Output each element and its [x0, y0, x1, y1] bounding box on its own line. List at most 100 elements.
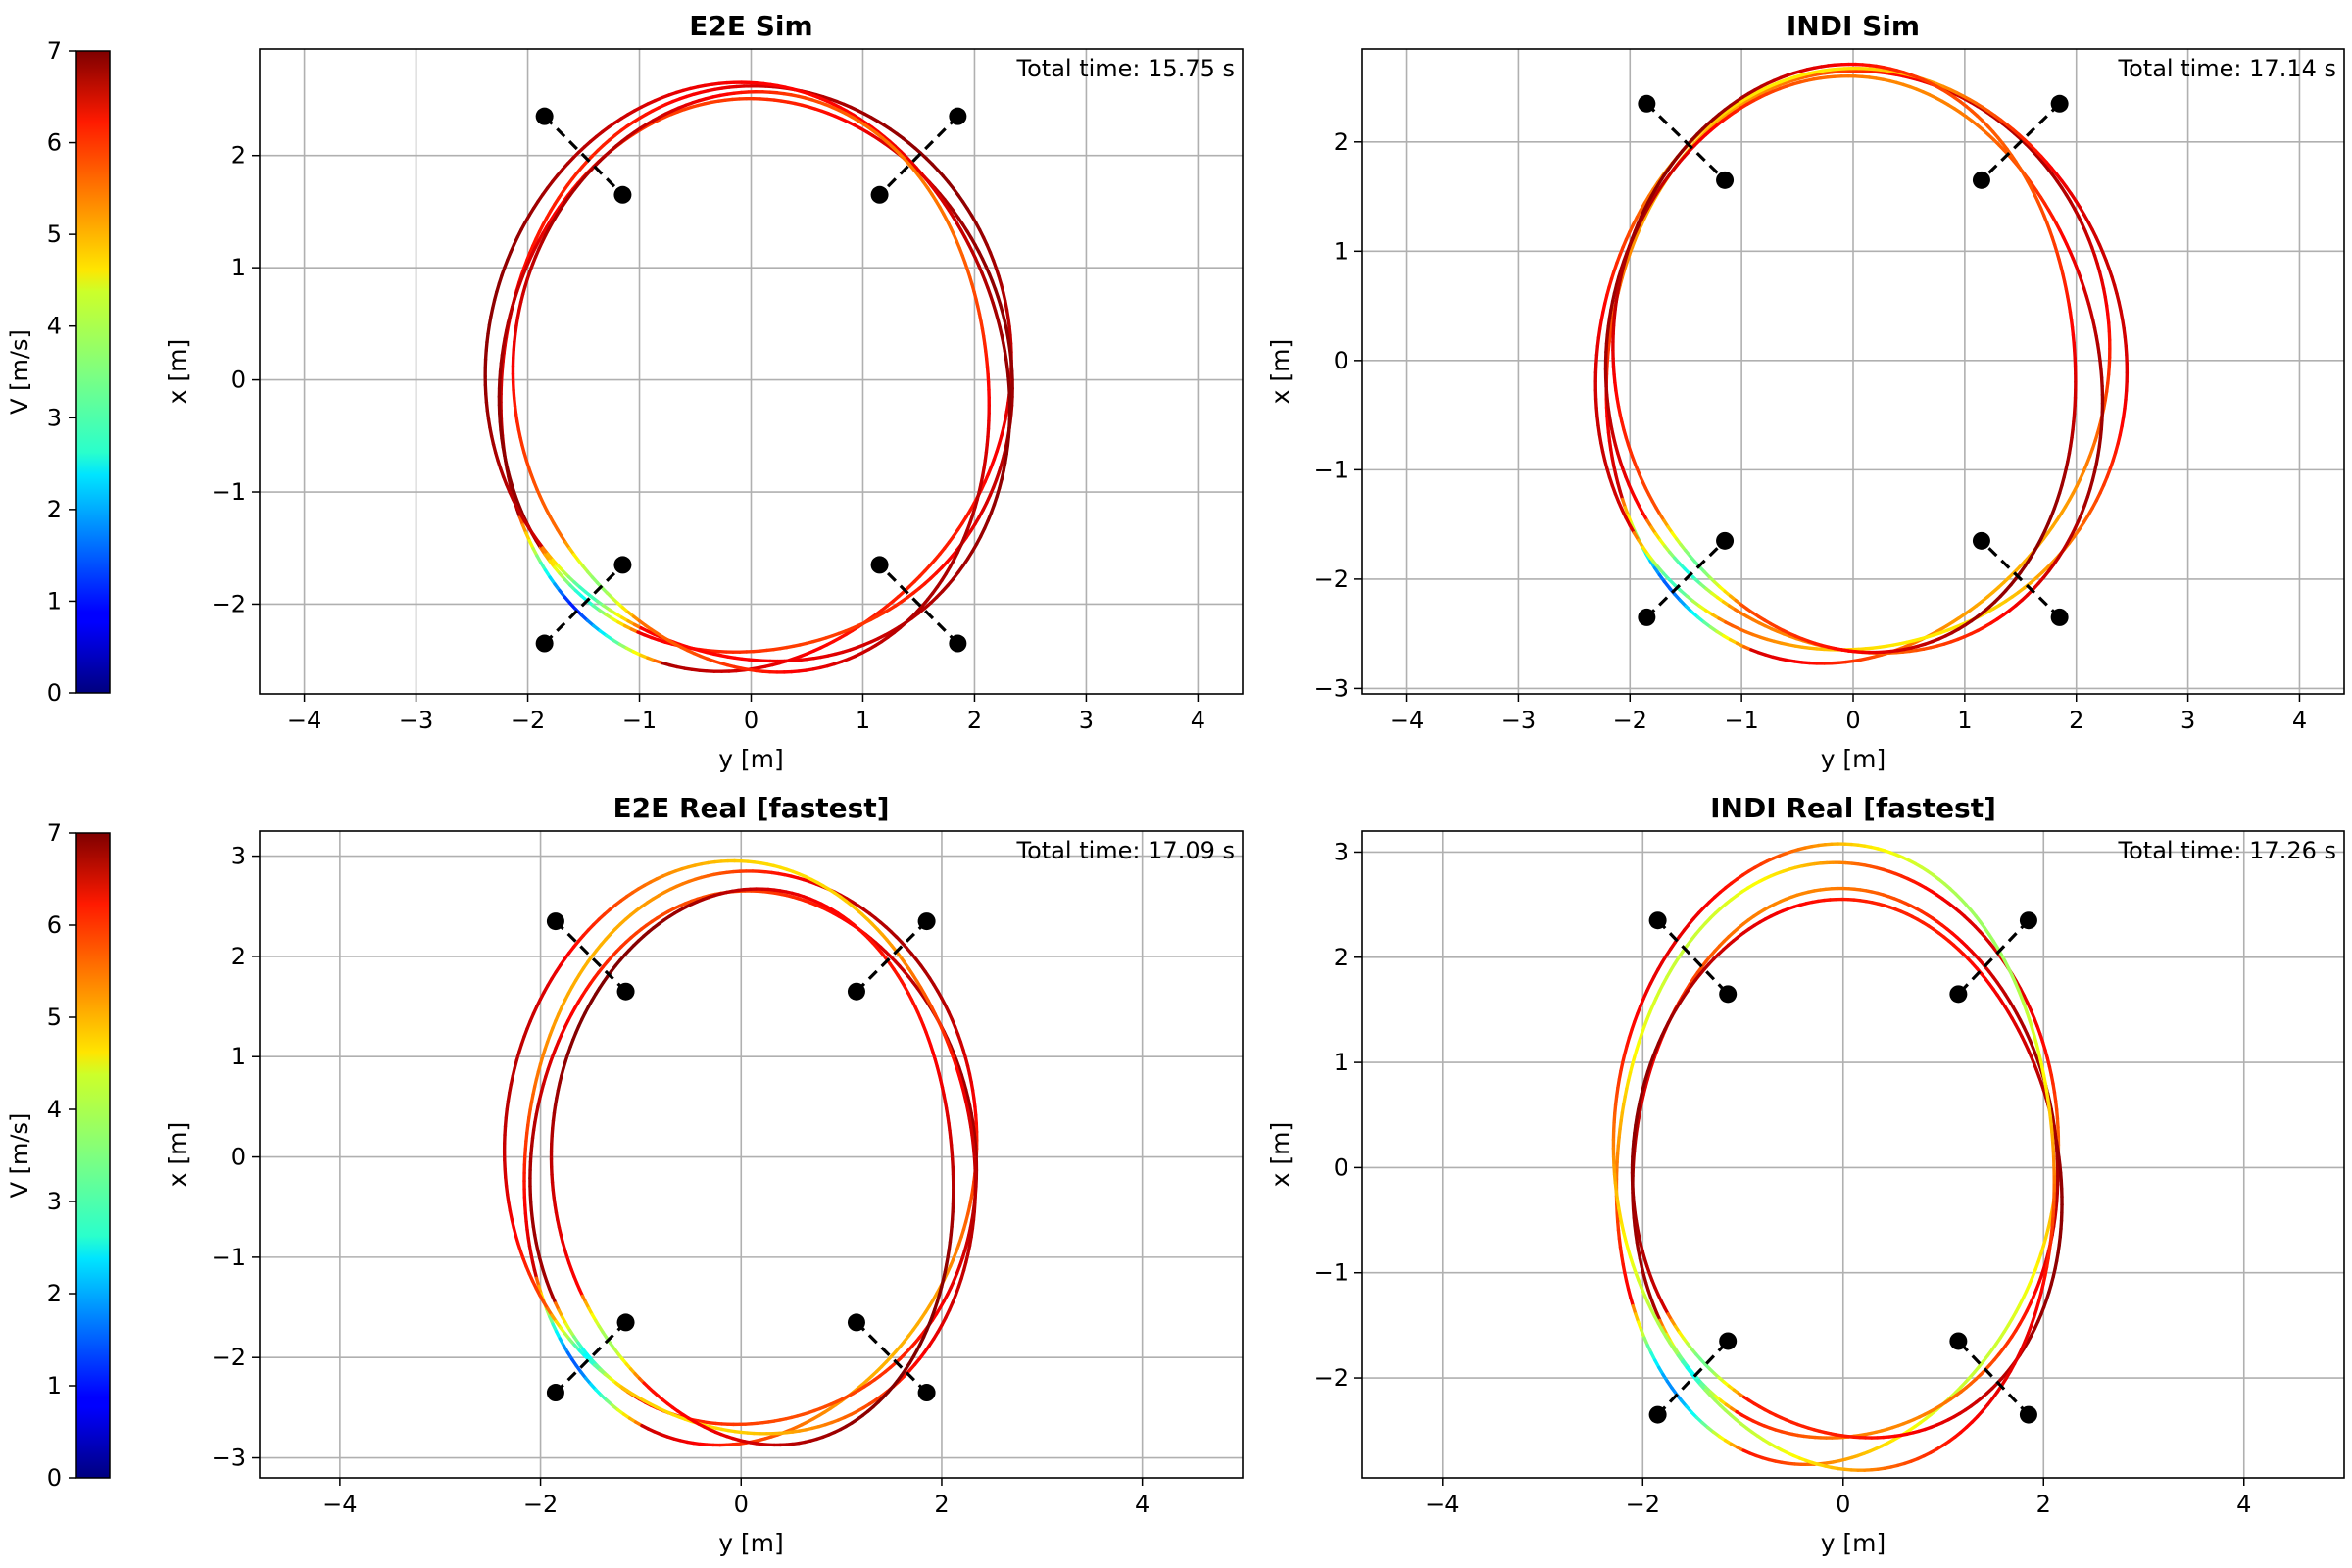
x-tick-label: −3 [399, 707, 433, 734]
gate-post-marker [917, 1384, 936, 1402]
x-tick-label: −4 [1390, 707, 1424, 734]
y-tick-label: −3 [212, 1445, 246, 1472]
gate-post-marker [2019, 911, 2037, 930]
gate-post-marker [870, 556, 889, 574]
x-tick-label: −1 [1724, 707, 1758, 734]
y-tick-label: −3 [1314, 674, 1348, 702]
gate-post-marker [1638, 608, 1656, 626]
y-tick-label: 3 [231, 843, 246, 870]
gate-post-marker [1716, 171, 1735, 189]
y-tick-label: 1 [1334, 1049, 1348, 1076]
chart-title: INDI Sim [1787, 10, 1920, 42]
gate-line [543, 115, 624, 196]
colorbar-tick-label: 1 [47, 1372, 62, 1399]
gate-post-marker [613, 185, 632, 204]
y-tick-label: 3 [1334, 838, 1348, 865]
chart-title: INDI Real [fastest] [1710, 792, 1996, 824]
y-tick-label: 2 [231, 142, 246, 170]
x-tick-label: −2 [523, 1491, 558, 1518]
trajectory-segment [972, 1150, 977, 1162]
gate-post-marker [847, 1313, 865, 1332]
colorbar-tick-label: 4 [47, 313, 62, 340]
gate-line [1980, 539, 2061, 619]
gate-post-marker [870, 185, 889, 204]
colorbar-tick-label: 2 [47, 1280, 62, 1307]
x-tick-label: 2 [2069, 707, 2083, 734]
gate-post-marker [949, 107, 967, 125]
x-tick-label: 2 [2036, 1491, 2051, 1518]
y-tick-label: 1 [231, 254, 246, 281]
gate-post-marker [1949, 985, 1968, 1004]
x-tick-label: 0 [1836, 1491, 1850, 1518]
colorbar-tick-label: 1 [47, 587, 62, 614]
trajectory-segment [2058, 1171, 2064, 1183]
x-tick-label: −3 [1501, 707, 1536, 734]
x-tick-label: 2 [967, 707, 982, 734]
y-tick-label: 2 [1334, 128, 1348, 156]
colorbar-gradient [75, 832, 111, 1479]
x-axis-label: y [m] [1821, 1529, 1886, 1557]
x-tick-label: −2 [1613, 707, 1647, 734]
x-axis-label: y [m] [718, 1529, 784, 1557]
x-axis-label: y [m] [1821, 745, 1886, 773]
gate-post-marker [616, 982, 635, 1001]
y-axis-label: x [m] [1266, 339, 1295, 405]
x-tick-label: 1 [1957, 707, 1972, 734]
gate-line [1980, 102, 2061, 181]
trajectory-segment [2099, 368, 2104, 380]
x-tick-label: −4 [322, 1491, 357, 1518]
gate-post-marker [1648, 1405, 1667, 1424]
y-tick-label: −1 [1314, 456, 1348, 483]
x-tick-label: 0 [744, 707, 759, 734]
x-tick-label: 0 [1845, 707, 1860, 734]
total-time-annotation: Total time: 17.14 s [2118, 55, 2336, 82]
x-tick-label: −4 [1425, 1491, 1459, 1518]
axes-frame [259, 830, 1244, 1479]
gate-post-marker [1638, 94, 1656, 113]
gate-line [1645, 539, 1727, 619]
colorbar-top: 0 1 2 3 4 5 6 7 V [m/s] [6, 37, 111, 707]
y-tick-label: −1 [212, 1244, 246, 1271]
colorbar-tick-label: 2 [47, 496, 62, 523]
gate-post-marker [546, 1384, 564, 1402]
gate-line [878, 564, 959, 645]
x-tick-label: −2 [1626, 1491, 1660, 1518]
y-tick-label: 1 [1334, 237, 1348, 265]
colorbar-tick-label: 6 [47, 129, 62, 157]
gate-post-marker [2019, 1405, 2037, 1424]
panel-e2e-real: −4 −2 0 2 4 −3 −2 −1 0 1 2 3 E2E Real [fastest] y [m]… [164, 792, 1244, 1557]
y-tick-label: 1 [231, 1043, 246, 1070]
y-tick-label: −1 [212, 478, 246, 506]
colorbar-tick-label: 0 [47, 1464, 62, 1492]
x-tick-label: 1 [856, 707, 870, 734]
gate-post-marker [613, 556, 632, 574]
colorbar-tick-label: 6 [47, 911, 62, 939]
y-tick-label: 0 [231, 1144, 246, 1171]
y-tick-label: −1 [1314, 1259, 1348, 1287]
gate-line [543, 564, 624, 645]
panel-indi-sim: −4 −3 −2 −1 0 1 2 3 4 −3 −2 −1 0 1 2 INDI Sim y [m] x [m]… [1266, 10, 2345, 773]
x-tick-label: 4 [1191, 707, 1205, 734]
gate-post-marker [1972, 171, 1990, 189]
colorbar-tick-label: 4 [47, 1096, 62, 1123]
gate-post-marker [917, 912, 936, 931]
gate-line [878, 115, 959, 196]
x-tick-label: −4 [287, 707, 321, 734]
colorbar-gradient [75, 50, 111, 694]
trajectories [502, 858, 979, 1447]
y-tick-label: 0 [1334, 347, 1348, 374]
total-time-annotation: Total time: 15.75 s [1016, 55, 1235, 82]
trajectories [483, 80, 1014, 674]
y-tick-label: 0 [1334, 1153, 1348, 1181]
y-tick-label: 2 [231, 943, 246, 970]
colorbar-label: V [m/s] [6, 329, 33, 415]
y-tick-label: −2 [1314, 565, 1348, 593]
y-tick-label: −2 [212, 1344, 246, 1371]
x-axis-label: y [m] [718, 745, 784, 773]
colorbar-label: V [m/s] [6, 1113, 33, 1199]
chart-title: E2E Real [fastest] [612, 792, 889, 824]
y-axis-label: x [m] [1266, 1122, 1295, 1188]
x-tick-label: 4 [2236, 1491, 2251, 1518]
gate-post-marker [616, 1313, 635, 1332]
trajectory-segment [1006, 374, 1011, 387]
